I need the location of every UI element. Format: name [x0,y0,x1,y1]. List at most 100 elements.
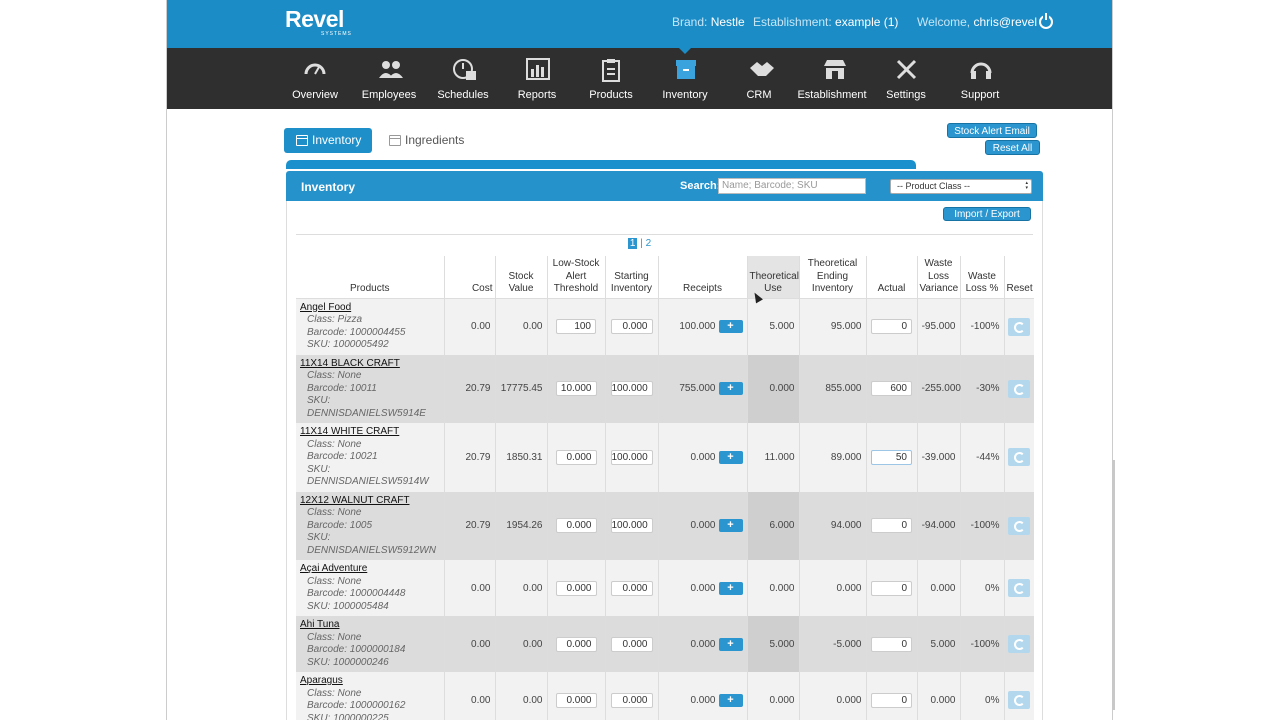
actual-input[interactable]: 600 [871,381,912,397]
actual-input[interactable]: 0 [871,319,912,334]
pagination: 1 | 2 [167,238,1112,249]
col-theoretical-use[interactable]: Theoretical Use [746,256,799,299]
threshold-input[interactable]: 0.000 [555,692,597,708]
product-name-link[interactable]: 12X12 WALNUT CRAFT [300,494,410,506]
starting-inventory-input[interactable]: 0.000 [610,636,653,652]
variance-cell: 0.000 [916,560,960,616]
starting-inventory-input[interactable]: 100.000 [610,449,653,465]
nav-inventory[interactable]: Inventory [648,48,722,109]
starting-inventory-input[interactable]: 100.000 [610,518,653,534]
tab-inventory[interactable]: Inventory [284,128,372,153]
reset-row-icon[interactable] [1008,691,1031,709]
threshold-input[interactable]: 0.000 [555,449,597,465]
variance-cell: -39.000 [916,423,960,492]
actual-input[interactable]: 0 [871,636,912,652]
power-icon[interactable] [1039,13,1053,29]
theoretical-use-cell: 5.000 [746,298,799,355]
col-actual[interactable]: Actual [865,256,917,299]
add-receipt-button[interactable]: + [718,581,743,595]
product-cell: Ahi Tuna Class: None Barcode: 1000000184 SK… [296,616,444,672]
reset-row-icon[interactable] [1008,579,1031,597]
product-meta: Class: None [307,507,362,518]
add-receipt-button[interactable]: + [718,382,743,396]
reset-row-icon[interactable] [1008,379,1031,398]
theoretical-ending-cell: 94.000 [798,491,866,560]
nav-schedules[interactable]: Schedules [426,48,500,109]
threshold-cell: 10.000 [546,354,605,423]
progress-bar [286,160,916,169]
col-receipts[interactable]: Receipts [657,256,747,299]
theoretical-use-cell: 6.000 [746,491,799,560]
nav-products[interactable]: Products [574,48,648,109]
col-products[interactable]: Products [296,256,444,299]
page-2[interactable]: 2 [645,238,652,249]
reset-all-button[interactable]: Reset All [985,140,1040,155]
starting-inventory-input[interactable]: 0.000 [610,692,653,708]
brand-info[interactable]: Brand: Nestle [672,15,745,29]
threshold-input[interactable]: 10.000 [555,381,597,397]
nav-crm[interactable]: CRM [722,48,796,109]
import-export-button[interactable]: Import / Export [943,207,1031,221]
theoretical-ending-cell: 89.000 [798,423,866,492]
actual-input[interactable]: 0 [871,580,912,596]
col-theoretical-ending[interactable]: Theoretical Ending Inventory [798,256,866,299]
reset-row-icon[interactable] [1008,516,1031,535]
nav-establishment[interactable]: Establishment [796,48,868,109]
nav-employees[interactable]: Employees [352,48,426,109]
starting-cell: 100.000 [604,423,658,492]
actual-input[interactable]: 50 [871,449,912,465]
col-threshold[interactable]: Low-Stock Alert Threshold [546,256,605,299]
add-receipt-button[interactable]: + [718,693,743,707]
reset-row-icon[interactable] [1008,448,1031,467]
product-meta: SKU: 1000000225 [307,712,389,720]
nav-reports[interactable]: Reports [500,48,574,109]
threshold-input[interactable]: 0.000 [555,636,597,652]
waste-pct-cell: 0% [959,672,1004,720]
product-name-link[interactable]: Açai Adventure [300,563,368,574]
establishment-info[interactable]: Establishment: example (1) [753,15,899,29]
product-name-link[interactable]: Angel Food [300,301,352,313]
add-receipt-button[interactable]: + [718,519,743,533]
col-stock-value[interactable]: Stock Value [494,256,547,299]
reset-cell [1003,616,1034,672]
col-reset[interactable]: Reset [1003,256,1034,299]
search-input[interactable]: Name; Barcode; SKU [718,178,866,194]
product-class-select[interactable]: -- Product Class -- [890,179,1032,194]
actual-input[interactable]: 0 [871,692,912,708]
nav-settings[interactable]: Settings [869,48,943,109]
product-name-link[interactable]: Aparagus [300,675,343,686]
revel-logo[interactable]: Revel SYSTEMS [285,6,352,37]
starting-inventory-input[interactable]: 0.000 [610,319,653,334]
page-1[interactable]: 1 [627,238,638,249]
threshold-input[interactable]: 100 [556,319,596,334]
handshake-icon [750,62,774,76]
col-variance[interactable]: Waste Loss Variance [916,256,960,299]
welcome-info[interactable]: Welcome, chris@revel [917,15,1038,29]
waste-pct-cell: -100% [959,616,1004,672]
page-sep: | [640,238,643,249]
product-name-link[interactable]: Ahi Tuna [300,619,340,630]
add-receipt-button[interactable]: + [718,450,743,464]
product-name-link[interactable]: 11X14 BLACK CRAFT [300,357,400,369]
product-cell: 11X14 WHITE CRAFT Class: None Barcode: 100… [296,423,444,492]
waste-pct-cell: -100% [959,491,1004,560]
product-name-link[interactable]: 11X14 WHITE CRAFT [300,426,400,437]
threshold-input[interactable]: 0.000 [555,518,597,534]
reset-row-icon[interactable] [1008,317,1031,336]
actual-input[interactable]: 0 [871,518,912,534]
col-cost[interactable]: Cost [443,256,495,299]
product-meta: Barcode: 1000000162 [307,700,406,711]
tab-ingredients[interactable]: Ingredients [389,128,479,153]
add-receipt-button[interactable]: + [718,320,743,333]
col-waste-pct[interactable]: Waste Loss % [959,256,1004,299]
col-starting[interactable]: Starting Inventory [604,256,658,299]
threshold-input[interactable]: 0.000 [555,580,597,596]
nav-support[interactable]: Support [943,48,1017,109]
stock-alert-email-button[interactable]: Stock Alert Email [947,123,1037,138]
nav-overview[interactable]: Overview [278,48,352,109]
starting-inventory-input[interactable]: 0.000 [610,580,653,596]
starting-inventory-input[interactable]: 100.000 [610,381,653,397]
add-receipt-button[interactable]: + [718,637,743,651]
reset-row-icon[interactable] [1008,635,1031,653]
page-scrollbar[interactable] [1112,460,1115,710]
